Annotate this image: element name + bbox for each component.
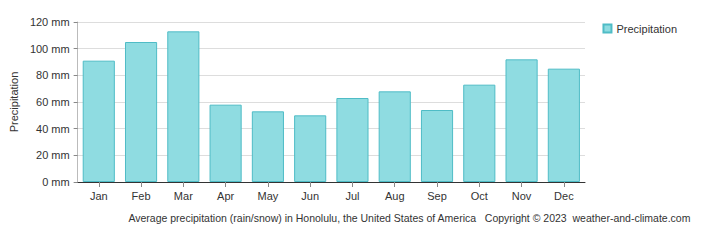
svg-text:Jan: Jan	[90, 190, 108, 202]
svg-text:Oct: Oct	[471, 190, 488, 202]
svg-text:80 mm: 80 mm	[36, 69, 70, 81]
svg-text:Dec: Dec	[554, 190, 574, 202]
svg-text:Aug: Aug	[385, 190, 405, 202]
svg-text:Nov: Nov	[512, 190, 532, 202]
svg-text:40 mm: 40 mm	[36, 123, 70, 135]
svg-text:20 mm: 20 mm	[36, 149, 70, 161]
svg-text:120 mm: 120 mm	[30, 16, 70, 28]
svg-text:Average precipitation (rain/sn: Average precipitation (rain/snow) in Hon…	[128, 212, 690, 224]
svg-text:Apr: Apr	[217, 190, 234, 202]
svg-text:Jul: Jul	[345, 190, 359, 202]
svg-text:Mar: Mar	[174, 190, 193, 202]
svg-text:60 mm: 60 mm	[36, 96, 70, 108]
svg-text:100 mm: 100 mm	[30, 43, 70, 55]
svg-text:Precipitation: Precipitation	[616, 23, 677, 35]
svg-text:Jun: Jun	[301, 190, 319, 202]
svg-text:Precipitation: Precipitation	[8, 72, 20, 133]
svg-text:Sep: Sep	[427, 190, 447, 202]
svg-text:Feb: Feb	[132, 190, 151, 202]
svg-text:0 mm: 0 mm	[42, 176, 70, 188]
svg-text:May: May	[258, 190, 279, 202]
